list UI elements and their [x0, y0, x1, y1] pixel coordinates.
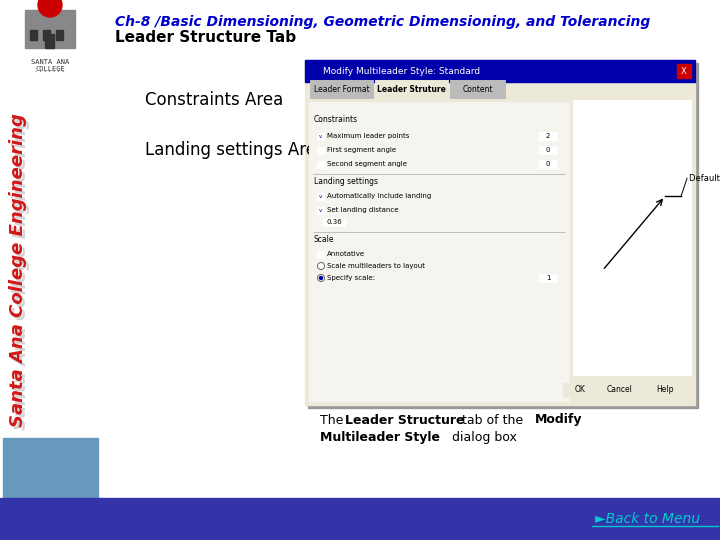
Text: 1: 1 — [546, 275, 550, 281]
Text: Help: Help — [656, 386, 674, 395]
Text: SANTA ANA
COLLEGE: SANTA ANA COLLEGE — [31, 59, 69, 72]
Text: dialog box: dialog box — [448, 431, 517, 444]
Bar — [0, 498, 720, 540]
Bar — [43, 30, 50, 40]
Text: Specify scale:: Specify scale: — [327, 275, 375, 281]
Text: ►Back to Menu: ►Back to Menu — [595, 512, 700, 526]
Bar — [25, 10, 75, 48]
Bar — [317, 147, 324, 154]
Text: First segment angle: First segment angle — [327, 147, 396, 153]
Text: 2: 2 — [546, 133, 550, 139]
Bar — [317, 133, 324, 140]
Text: Default Text: Default Text — [689, 174, 720, 183]
Text: Content: Content — [462, 84, 492, 93]
Circle shape — [318, 262, 325, 269]
Text: Modify: Modify — [535, 414, 582, 427]
Text: Annotative: Annotative — [327, 251, 365, 257]
Bar — [305, 60, 695, 405]
Text: tab of the: tab of the — [458, 414, 527, 427]
Text: Santa Ana College Engineering: Santa Ana College Engineering — [12, 116, 30, 430]
Text: Santa Ana College Engineering: Santa Ana College Engineering — [9, 113, 27, 427]
Bar — [309, 102, 569, 401]
Bar — [539, 274, 557, 282]
Text: The: The — [320, 414, 347, 427]
Text: OK: OK — [575, 386, 585, 395]
Bar — [323, 218, 345, 226]
Bar — [317, 161, 324, 168]
Text: Scale multileaders to layout: Scale multileaders to layout — [327, 263, 425, 269]
Bar — [310, 80, 373, 98]
Text: . . . . . . .: . . . . . . . — [35, 67, 65, 73]
Text: v: v — [319, 207, 322, 213]
Text: Landing settings: Landing settings — [314, 178, 378, 186]
Text: Leader Struture: Leader Struture — [377, 84, 446, 93]
Bar — [648, 383, 682, 397]
Text: Scale: Scale — [314, 235, 335, 245]
Bar — [375, 80, 448, 98]
Text: v: v — [319, 133, 322, 138]
Text: X: X — [681, 66, 687, 76]
Text: Multileader Style: Multileader Style — [320, 431, 440, 444]
Text: 0.36: 0.36 — [326, 219, 342, 225]
Text: Ch-8 /Basic Dimensioning, Geometric Dimensioning, and Tolerancing: Ch-8 /Basic Dimensioning, Geometric Dime… — [115, 15, 650, 29]
Bar — [573, 100, 691, 375]
Bar — [308, 63, 698, 408]
Circle shape — [38, 0, 62, 17]
Bar — [56, 30, 63, 40]
Text: Set landing distance: Set landing distance — [327, 207, 398, 213]
Bar — [317, 193, 324, 200]
Bar — [539, 146, 557, 154]
Bar — [3, 5, 98, 70]
Text: Second segment angle: Second segment angle — [327, 161, 407, 167]
Text: Leader Structure: Leader Structure — [345, 414, 464, 427]
Text: v: v — [319, 193, 322, 199]
Text: Constraints Area: Constraints Area — [145, 91, 283, 109]
Text: Automatically include landing: Automatically include landing — [327, 193, 431, 199]
Text: Landing settings Area: Landing settings Area — [145, 141, 326, 159]
Bar — [30, 30, 37, 40]
Bar — [603, 383, 637, 397]
Text: Maximum leader points: Maximum leader points — [327, 133, 410, 139]
Text: Cancel: Cancel — [607, 386, 633, 395]
Text: 0: 0 — [546, 161, 550, 167]
Circle shape — [318, 274, 325, 281]
Bar — [305, 60, 695, 82]
Bar — [450, 80, 505, 98]
Text: Leader Format: Leader Format — [314, 84, 369, 93]
Text: Constraints: Constraints — [314, 116, 358, 125]
Text: Leader Structure Tab: Leader Structure Tab — [115, 30, 296, 44]
Bar — [3, 438, 98, 498]
Text: 0: 0 — [546, 147, 550, 153]
Bar — [45, 34, 54, 48]
Bar — [539, 160, 557, 168]
Bar — [677, 64, 691, 78]
Circle shape — [320, 276, 323, 280]
Bar — [317, 207, 324, 214]
Bar — [563, 383, 597, 397]
Text: Modify Multileader Style: Standard: Modify Multileader Style: Standard — [323, 66, 480, 76]
Bar — [317, 251, 324, 258]
Bar — [539, 132, 557, 140]
